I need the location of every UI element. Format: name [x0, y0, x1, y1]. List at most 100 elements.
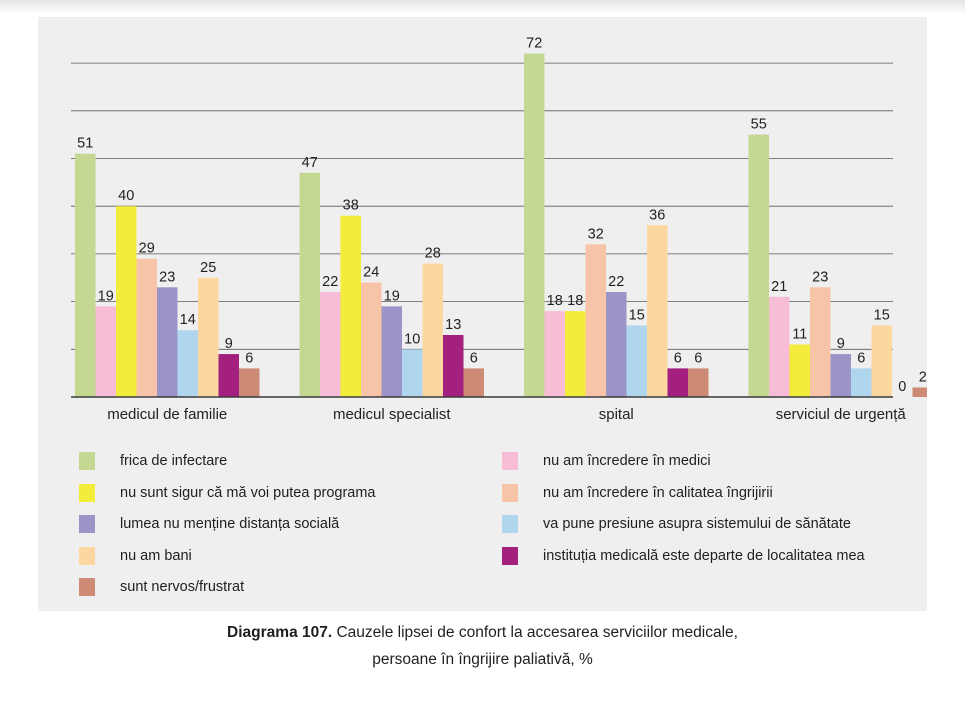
data-label: 15 — [874, 307, 890, 323]
data-label: 13 — [445, 317, 461, 333]
bar — [830, 354, 851, 397]
bar — [340, 215, 361, 397]
bar — [463, 368, 484, 397]
data-label: 25 — [200, 260, 216, 276]
bar — [810, 287, 831, 397]
data-label: 55 — [751, 117, 767, 133]
legend-swatch — [502, 515, 518, 533]
bar — [871, 325, 892, 397]
data-label: 6 — [674, 350, 682, 366]
legend-label: nu am bani — [120, 547, 192, 564]
figure-caption-line1: Diagrama 107. Cauzele lipsei de confort … — [0, 624, 965, 642]
legend-swatch — [79, 515, 95, 533]
bar — [177, 330, 198, 397]
top-rule — [0, 0, 965, 14]
bar — [789, 344, 810, 397]
legend-item: lumea nu menține distanța socială — [79, 513, 339, 535]
bar — [912, 387, 933, 397]
bar — [524, 53, 545, 398]
data-label: 10 — [404, 331, 420, 347]
legend-swatch — [79, 578, 95, 596]
data-label: 38 — [343, 198, 359, 214]
data-label: 19 — [98, 288, 114, 304]
bar — [667, 368, 688, 397]
legend-swatch — [502, 483, 518, 502]
caption-text: Cauzele lipsei de confort la accesarea s… — [332, 624, 738, 641]
legend-label: sunt nervos/frustrat — [120, 579, 245, 595]
legend-swatch — [79, 452, 95, 470]
data-label: 18 — [567, 293, 583, 309]
bar — [218, 354, 239, 397]
bar — [851, 368, 872, 397]
legend-item: va pune presiune asupra sistemului de să… — [502, 513, 851, 535]
bar — [769, 296, 790, 397]
legend-label: lumea nu menține distanța socială — [120, 516, 340, 532]
data-label: 28 — [425, 245, 441, 261]
bar — [647, 225, 668, 397]
legend-item: sunt nervos/frustrat — [79, 576, 244, 598]
data-label: 11 — [792, 327, 807, 343]
data-label: 23 — [812, 269, 828, 285]
legend-item: nu am încredere în medici — [502, 450, 711, 472]
data-label: 9 — [837, 336, 845, 352]
bar — [116, 206, 137, 397]
bar — [136, 258, 157, 397]
bar — [748, 134, 769, 397]
data-label: 18 — [547, 293, 563, 309]
legend-label: nu am încredere în calitatea îngrijirii — [543, 484, 773, 501]
bar — [95, 306, 116, 397]
legend-item: nu sunt sigur că mă voi putea programa — [79, 482, 376, 504]
data-label: 21 — [771, 279, 787, 295]
legend-swatch — [502, 546, 518, 565]
data-label: 24 — [363, 265, 379, 281]
bar — [422, 263, 443, 397]
data-label: 29 — [139, 241, 155, 257]
legend-label: nu am încredere în medici — [543, 453, 711, 469]
data-label: 40 — [118, 188, 134, 204]
bar — [299, 172, 320, 397]
legend-swatch — [502, 452, 518, 470]
category-label: medicul specialist — [333, 406, 451, 423]
data-label: 9 — [225, 336, 233, 352]
bar — [75, 153, 96, 397]
bar — [443, 334, 464, 397]
bar — [157, 287, 178, 397]
data-label: 6 — [470, 350, 478, 366]
bar — [402, 349, 423, 397]
legend-label: va pune presiune asupra sistemului de să… — [543, 516, 851, 532]
legend-swatch — [79, 483, 95, 502]
bar — [626, 325, 647, 397]
data-label: 6 — [694, 350, 702, 366]
legend-label: instituția medicală este departe de loca… — [543, 547, 865, 564]
chart-panel: 51 19 40 29 23 14 25 9 6 medicul de familie 47 22 38… — [38, 17, 933, 611]
category-label: serviciul de urgență — [776, 406, 907, 423]
bar — [565, 311, 586, 397]
data-label: 2 — [919, 369, 927, 385]
data-label: 14 — [180, 312, 196, 328]
data-label: 22 — [322, 274, 338, 290]
category-label: spital — [599, 406, 634, 423]
legend-label: frica de infectare — [120, 453, 228, 469]
data-label: 6 — [245, 350, 253, 366]
data-label: 36 — [649, 207, 665, 223]
bar — [688, 368, 709, 397]
bar — [585, 244, 606, 397]
bar — [606, 292, 627, 397]
legend-swatch — [79, 546, 95, 565]
figure-caption-line2: persoane în îngrijire paliativă, % — [372, 651, 593, 668]
data-label: 19 — [384, 288, 400, 304]
legend-item: nu am bani — [79, 545, 192, 567]
data-label: 32 — [588, 226, 604, 242]
legend-label: nu sunt sigur că mă voi putea programa — [120, 484, 376, 501]
data-label: 22 — [608, 274, 624, 290]
legend-item: instituția medicală este departe de loca… — [502, 545, 865, 567]
data-label: 6 — [857, 350, 865, 366]
data-label: 47 — [302, 155, 318, 171]
data-label: 0 — [898, 379, 906, 395]
legend-item: frica de infectare — [79, 450, 227, 472]
bar — [198, 277, 219, 397]
bar — [381, 306, 402, 397]
bar — [239, 368, 260, 397]
legend-item: nu am încredere în calitatea îngrijirii — [502, 482, 773, 504]
